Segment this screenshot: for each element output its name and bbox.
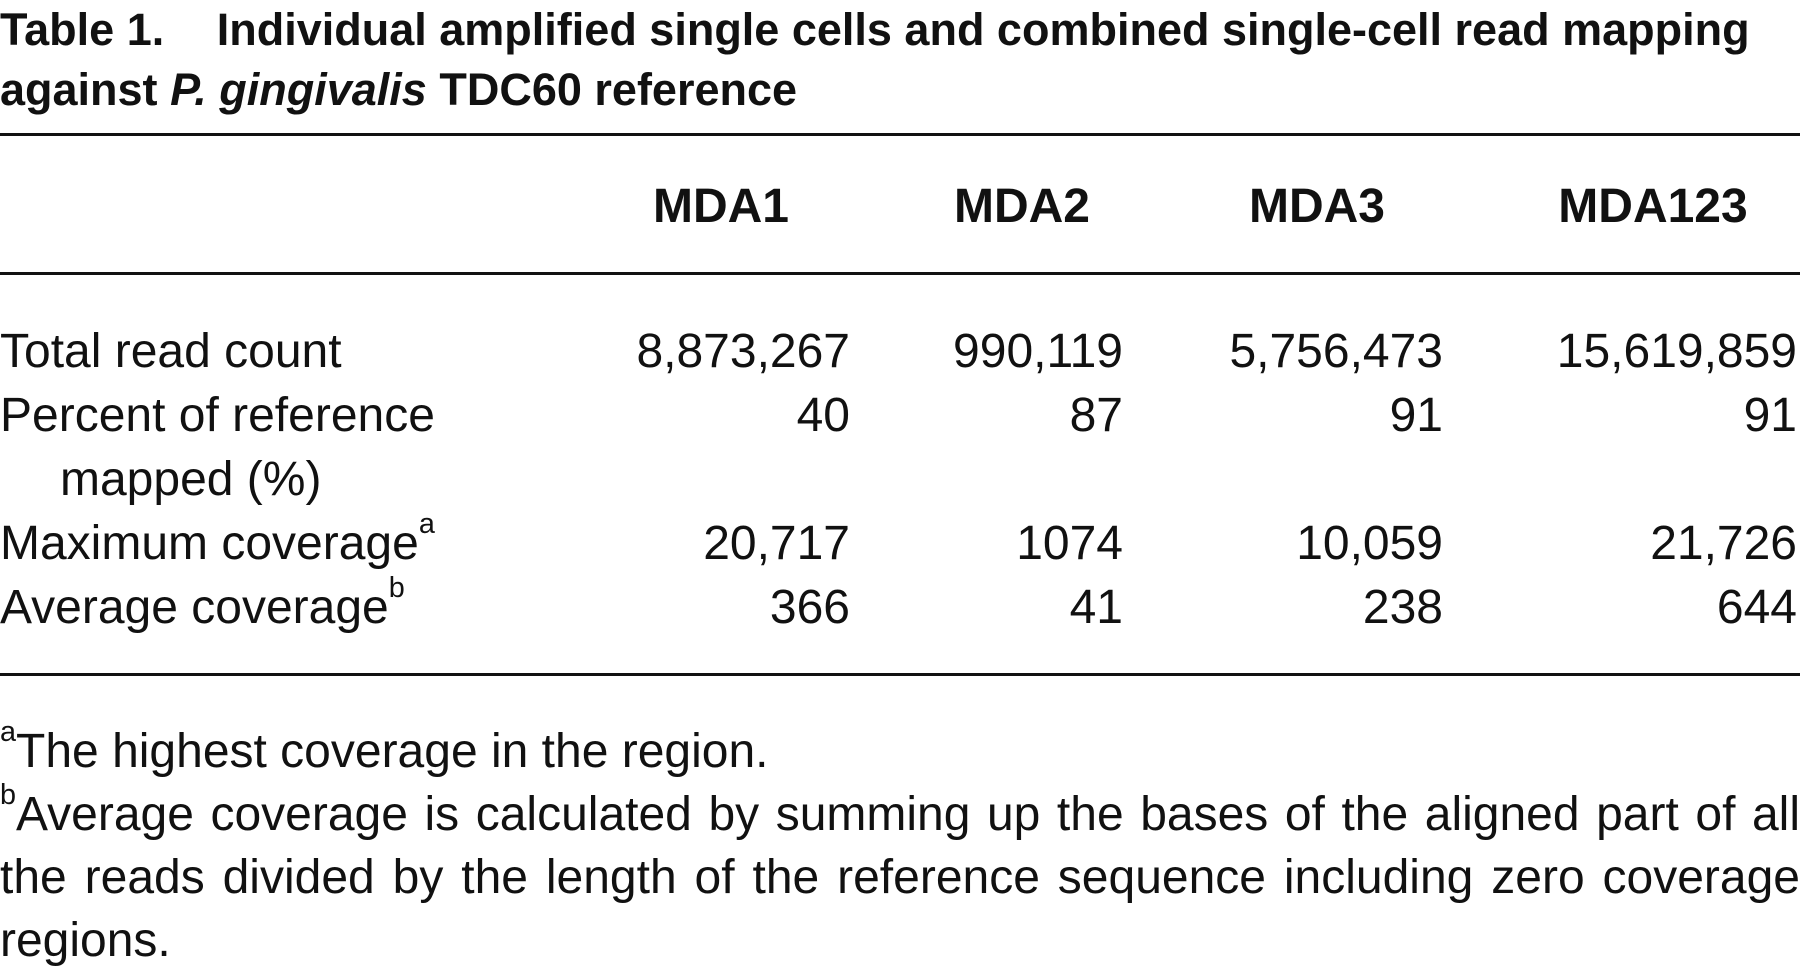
cell-value: 1074 — [1016, 517, 1123, 570]
cell-value: 41 — [1069, 581, 1123, 634]
header-rule — [0, 272, 1800, 275]
column-header: MDA1 — [652, 180, 789, 233]
bottom-rule — [0, 673, 1800, 676]
cell-value: 10,059 — [1296, 517, 1443, 570]
footnote-mark: a — [418, 508, 435, 541]
row-label-text: Percent of reference mapped (%) — [0, 389, 435, 506]
cell-value: 238 — [1362, 581, 1443, 634]
footnote-text: Average coverage is calculated by summin… — [0, 788, 1800, 967]
row-label: Average coverageb — [0, 574, 620, 640]
row-label-text: Average coverage — [0, 581, 389, 634]
footnote-mark: a — [0, 716, 17, 749]
footnote-mark: b — [388, 572, 405, 605]
footnote: aThe highest coverage in the region. — [0, 718, 1800, 783]
column-header: MDA123 — [1558, 180, 1748, 233]
top-rule — [0, 133, 1800, 136]
cell-value: 91 — [1743, 389, 1797, 442]
cell-value: 8,873,267 — [636, 325, 850, 378]
row-label-text: Total read count — [0, 325, 342, 378]
row-label: Maximum coveragea — [0, 510, 620, 576]
cell-value: 644 — [1716, 581, 1797, 634]
row-label: Total read count — [0, 320, 620, 384]
title-text: Individual amplified single cells and co… — [0, 4, 1750, 115]
footnote-text: The highest coverage in the region. — [16, 725, 769, 778]
footnote: bAverage coverage is calculated by summi… — [0, 781, 1800, 972]
footnote-mark: b — [0, 779, 17, 812]
cell-value: 990,119 — [953, 325, 1123, 378]
title-text: TDC60 reference — [439, 64, 798, 115]
table-label: Table 1. — [0, 4, 165, 55]
cell-value: 366 — [769, 581, 850, 634]
cell-value: 87 — [1069, 389, 1123, 442]
table-title: Table 1. Individual amplified single cel… — [0, 0, 1800, 120]
column-header: MDA3 — [1248, 180, 1385, 233]
row-label-text: Maximum coverage — [0, 517, 419, 570]
cell-value: 21,726 — [1650, 517, 1797, 570]
row-label: Percent of reference mapped (%) — [0, 384, 620, 512]
cell-value: 40 — [796, 389, 850, 442]
cell-value: 5,756,473 — [1229, 325, 1443, 378]
cell-value: 20,717 — [703, 517, 850, 570]
species-name: P. gingivalis — [170, 64, 427, 115]
cell-value: 91 — [1389, 389, 1443, 442]
column-header: MDA2 — [953, 180, 1090, 233]
cell-value: 15,619,859 — [1556, 325, 1797, 378]
